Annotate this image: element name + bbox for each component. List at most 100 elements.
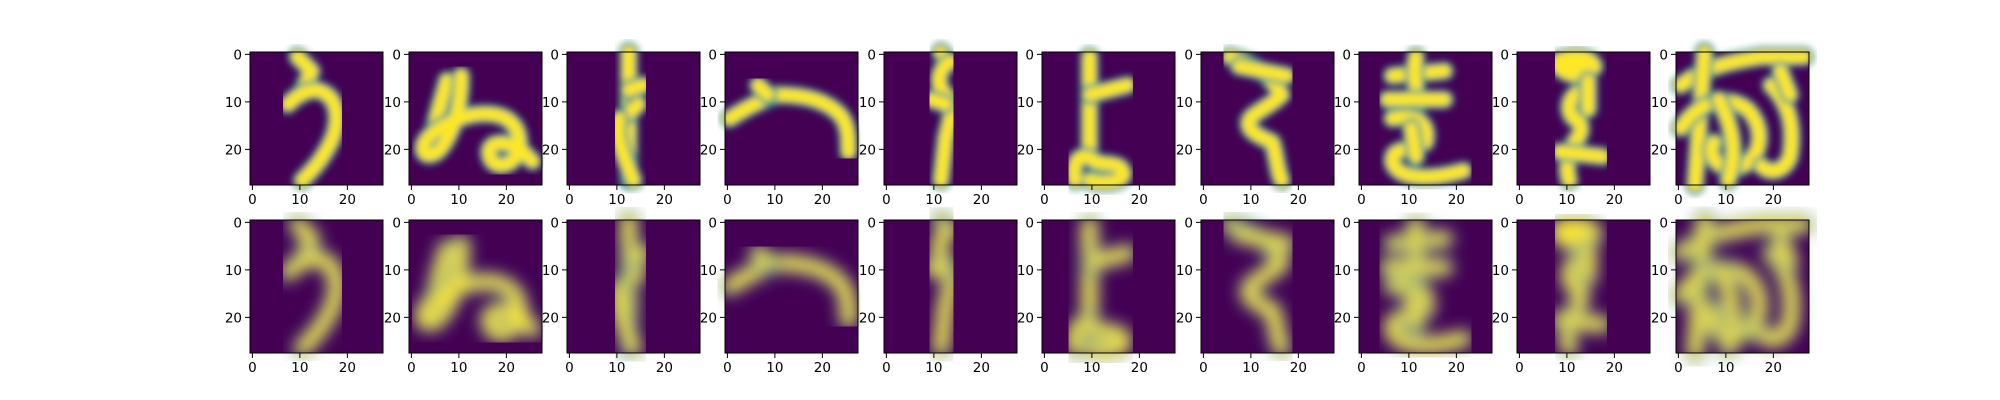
panel-frame xyxy=(1200,51,1335,186)
glyph-stroke xyxy=(1774,64,1797,101)
x-tick-label: 0 xyxy=(723,192,732,208)
y-tick-label: 20 xyxy=(384,142,401,158)
glyph-stroke xyxy=(1712,93,1740,187)
x-tick-label: 20 xyxy=(1290,360,1307,376)
glyph-stroke xyxy=(723,88,855,158)
x-tick-label: 20 xyxy=(814,192,831,208)
image-panel: 0 10 20 0 10 20 xyxy=(700,215,859,376)
y-tick-label: 0 xyxy=(233,215,242,231)
x-tick-label: 0 xyxy=(882,192,891,208)
image-panel: 0 10 20 0 10 20 xyxy=(700,47,859,208)
x-tick-label: 10 xyxy=(1242,192,1259,208)
y-tick-label: 10 xyxy=(225,263,242,279)
y-tick-label: 20 xyxy=(700,310,717,326)
x-tick-label: 10 xyxy=(925,360,942,376)
x-tick-label: 10 xyxy=(1400,192,1417,208)
glyph-stroke xyxy=(622,98,645,120)
glyph-stroke xyxy=(612,280,640,354)
y-tick-label: 10 xyxy=(1017,95,1034,111)
glyph-stroke xyxy=(1675,219,1810,259)
x-tick-label: 0 xyxy=(723,360,732,376)
y-tick-label: 0 xyxy=(867,47,876,63)
x-tick-label: 0 xyxy=(1040,192,1049,208)
y-tick-label: 0 xyxy=(708,47,717,63)
x-tick-label: 20 xyxy=(1606,192,1623,208)
glyph-stroke xyxy=(1386,279,1470,351)
y-tick-label: 10 xyxy=(859,95,876,111)
y-tick-label: 20 xyxy=(1651,310,1668,326)
panel-frame xyxy=(408,51,543,186)
panel-frame xyxy=(1041,219,1176,354)
x-tick-label: 20 xyxy=(1131,192,1148,208)
y-tick-label: 20 xyxy=(1176,142,1193,158)
y-tick-label: 0 xyxy=(550,47,559,63)
x-tick-label: 20 xyxy=(973,360,990,376)
x-tick-label: 20 xyxy=(1131,360,1148,376)
x-tick-label: 10 xyxy=(766,192,783,208)
x-tick-label: 0 xyxy=(407,360,416,376)
y-tick-label: 20 xyxy=(542,310,559,326)
x-tick-label: 0 xyxy=(1515,360,1524,376)
x-tick-label: 10 xyxy=(1717,192,1734,208)
panel-grid: 0 10 20 0 10 20 0 10 20 0 10 20 0 10 20 0 10 20 0 10 20 0 10 20… xyxy=(225,42,1815,376)
panel-frame xyxy=(408,219,543,354)
image-panel: 0 10 20 0 10 20 xyxy=(542,42,701,208)
y-tick-label: 10 xyxy=(384,95,401,111)
y-tick-label: 20 xyxy=(1017,310,1034,326)
panel-frame xyxy=(1675,51,1810,186)
x-tick-label: 10 xyxy=(766,360,783,376)
image-panel: 0 10 20 0 10 20 xyxy=(1017,46,1176,208)
y-tick-label: 0 xyxy=(1342,47,1351,63)
image-panel: 0 10 20 0 10 20 xyxy=(859,42,1018,208)
x-tick-label: 10 xyxy=(1083,360,1100,376)
y-tick-label: 20 xyxy=(225,310,242,326)
y-tick-label: 20 xyxy=(384,310,401,326)
y-tick-label: 0 xyxy=(1342,215,1351,231)
y-tick-label: 0 xyxy=(1184,47,1193,63)
x-tick-label: 20 xyxy=(498,360,515,376)
y-tick-label: 20 xyxy=(1651,142,1668,158)
x-tick-label: 20 xyxy=(1448,360,1465,376)
x-tick-label: 20 xyxy=(1765,360,1782,376)
y-tick-label: 0 xyxy=(1025,215,1034,231)
image-panel: 0 10 20 0 10 20 xyxy=(1651,42,1815,208)
x-tick-label: 20 xyxy=(656,360,673,376)
y-tick-label: 0 xyxy=(1659,215,1668,231)
glyph-stroke xyxy=(611,112,640,187)
y-tick-label: 0 xyxy=(1500,215,1509,231)
panel-frame xyxy=(724,219,859,354)
glyph-stroke xyxy=(1083,79,1134,101)
glyph-stroke xyxy=(1405,290,1422,331)
glyph-stroke xyxy=(1552,219,1600,249)
x-tick-label: 10 xyxy=(1558,360,1575,376)
x-tick-label: 0 xyxy=(1674,360,1683,376)
x-tick-label: 20 xyxy=(339,192,356,208)
y-tick-label: 20 xyxy=(1492,310,1509,326)
x-tick-label: 20 xyxy=(1606,360,1623,376)
x-tick-label: 20 xyxy=(1765,192,1782,208)
glyph-stroke xyxy=(1068,150,1130,189)
glyph-stroke xyxy=(1068,319,1129,356)
y-tick-label: 10 xyxy=(1492,95,1509,111)
glyph-stroke xyxy=(623,247,649,264)
glyph-stroke xyxy=(925,261,952,278)
x-tick-label: 0 xyxy=(248,360,257,376)
x-tick-label: 0 xyxy=(1040,360,1049,376)
x-tick-label: 10 xyxy=(608,360,625,376)
image-panel: 0 10 20 0 10 20 xyxy=(1176,214,1335,376)
glyph-stroke xyxy=(282,252,343,354)
x-tick-label: 10 xyxy=(291,192,308,208)
panel-frame xyxy=(566,51,701,186)
panel-frame xyxy=(566,219,701,354)
image-panel: 0 10 20 0 10 20 xyxy=(859,210,1018,376)
y-tick-label: 0 xyxy=(1659,47,1668,63)
y-tick-label: 0 xyxy=(550,215,559,231)
image-panel: 0 10 20 0 10 20 xyxy=(1334,46,1493,208)
x-tick-label: 20 xyxy=(339,360,356,376)
y-tick-label: 10 xyxy=(1334,95,1351,111)
glyph-stroke xyxy=(1713,261,1739,354)
y-tick-label: 10 xyxy=(700,263,717,279)
glyph-stroke xyxy=(416,69,539,172)
x-tick-label: 20 xyxy=(656,192,673,208)
